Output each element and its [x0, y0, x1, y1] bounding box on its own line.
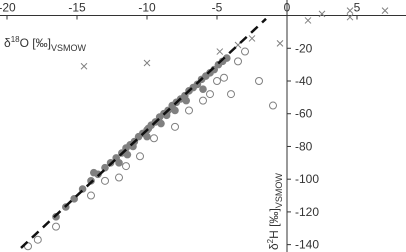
reference-line [20, 17, 267, 249]
x-tick-label: -10 [138, 1, 156, 15]
point [87, 191, 95, 200]
y-tick-label: -100 [295, 172, 319, 186]
point [255, 77, 263, 85]
point [157, 119, 165, 128]
point [276, 40, 284, 47]
label-part: 18 [11, 35, 20, 44]
label-part: δ [267, 243, 281, 250]
y-tick-label: -60 [295, 107, 313, 121]
point [199, 96, 207, 105]
point [241, 47, 249, 56]
point [136, 152, 144, 161]
point [171, 106, 179, 115]
x-tick-label: -20 [0, 1, 16, 15]
point [227, 90, 235, 99]
point [185, 106, 193, 115]
point [115, 159, 123, 167]
point [143, 59, 151, 67]
point [122, 162, 130, 171]
point [52, 222, 60, 231]
point [269, 101, 277, 110]
y-tick-label: -40 [295, 74, 313, 88]
point [150, 134, 158, 143]
label-part: 2 [266, 238, 275, 243]
point [80, 62, 88, 70]
y-tick-label: -120 [295, 205, 319, 219]
point [33, 235, 42, 244]
point [171, 122, 179, 131]
point [182, 96, 190, 105]
point [199, 85, 207, 93]
point [206, 90, 214, 99]
point [90, 168, 98, 177]
point [115, 173, 123, 182]
label-part: O [‰] [20, 36, 51, 50]
point [143, 132, 151, 141]
point [318, 10, 326, 18]
label-part: VSMOW [51, 43, 87, 53]
x-axis-label: δ18O [‰]VSMOW [4, 35, 86, 53]
point [248, 35, 256, 42]
x-tick-label: 0 [284, 1, 291, 15]
x-tick-label: -15 [68, 1, 86, 15]
label-part: H [‰] [267, 208, 281, 239]
point [101, 176, 109, 185]
label-part: δ [4, 36, 11, 50]
x-tick-label: -5 [212, 1, 223, 15]
point [123, 150, 132, 159]
point [223, 54, 231, 62]
point [381, 7, 389, 14]
x-tick-label: 5 [354, 1, 361, 15]
point [220, 73, 228, 82]
point [304, 17, 312, 24]
point [234, 41, 242, 49]
point [213, 77, 221, 85]
point [346, 7, 354, 14]
y-tick-label: -20 [295, 41, 313, 55]
label-part: VSMOW [274, 173, 284, 209]
point [346, 13, 354, 21]
y-axis-label: δ2H [‰]VSMOW [266, 173, 284, 250]
y-tick-label: -80 [295, 139, 313, 153]
point [234, 57, 242, 66]
y-tick-label: -140 [295, 238, 319, 252]
point [216, 48, 224, 55]
